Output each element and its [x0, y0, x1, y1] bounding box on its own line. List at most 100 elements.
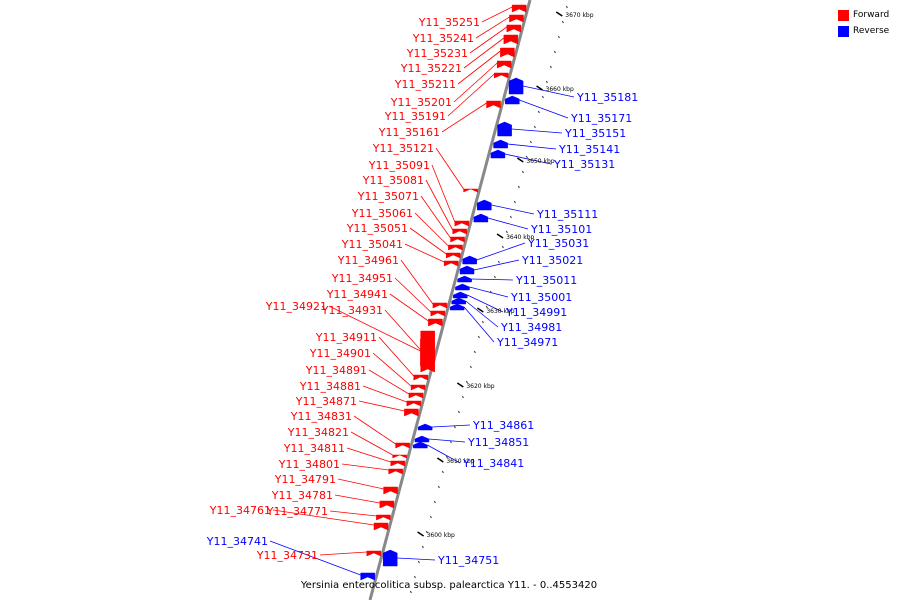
- reverse-gene-Y11_35151[interactable]: [497, 121, 512, 137]
- reverse-gene-label[interactable]: Y11_34971: [496, 336, 558, 349]
- forward-gene-label[interactable]: Y11_35051: [346, 222, 408, 235]
- reverse-gene-label[interactable]: Y11_35131: [553, 158, 615, 171]
- forward-gene-Y11_35201[interactable]: [496, 60, 512, 69]
- reverse-gene-Y11_34861[interactable]: [417, 423, 433, 431]
- forward-gene-Y11_34831[interactable]: [395, 442, 410, 449]
- forward-gene-label[interactable]: Y11_35231: [406, 47, 468, 60]
- forward-gene-label[interactable]: Y11_35211: [394, 78, 456, 91]
- reverse-gene-Y11_34991[interactable]: [453, 291, 468, 299]
- forward-gene-Y11_35091[interactable]: [454, 220, 470, 227]
- forward-gene-Y11_35161[interactable]: [486, 100, 501, 109]
- forward-gene-Y11_35231[interactable]: [506, 24, 522, 33]
- forward-gene-label[interactable]: Y11_34831: [290, 410, 352, 423]
- reverse-gene-label[interactable]: Y11_34751: [437, 554, 499, 567]
- reverse-gene-label[interactable]: Y11_34851: [467, 436, 529, 449]
- forward-gene-Y11_34941[interactable]: [428, 318, 443, 327]
- forward-gene-Y11_34731[interactable]: [366, 550, 382, 557]
- forward-gene-label[interactable]: Y11_35071: [357, 190, 419, 203]
- forward-gene-Y11_35251[interactable]: [511, 4, 527, 13]
- reverse-gene-label[interactable]: Y11_35011: [515, 274, 577, 287]
- reverse-gene-Y11_34751[interactable]: [382, 549, 398, 567]
- forward-gene-label[interactable]: Y11_34871: [295, 395, 357, 408]
- forward-gene-Y11_35241[interactable]: [509, 14, 524, 23]
- reverse-gene-Y11_35131[interactable]: [490, 149, 506, 159]
- forward-gene-label[interactable]: Y11_34951: [331, 272, 393, 285]
- forward-gene-Y11_35221[interactable]: [503, 34, 519, 45]
- forward-gene-label[interactable]: Y11_35041: [341, 238, 403, 251]
- reverse-gene-Y11_35181[interactable]: [508, 77, 524, 95]
- forward-gene-Y11_34801[interactable]: [388, 468, 403, 475]
- forward-gene-label[interactable]: Y11_35241: [412, 32, 474, 45]
- forward-gene-label[interactable]: Y11_35251: [418, 16, 480, 29]
- forward-gene-label[interactable]: Y11_34961: [337, 254, 399, 267]
- forward-gene-label[interactable]: Y11_35121: [372, 142, 434, 155]
- forward-gene-label[interactable]: Y11_35061: [351, 207, 413, 220]
- forward-gene-label[interactable]: Y11_35191: [384, 110, 446, 123]
- reverse-gene-label[interactable]: Y11_34841: [462, 457, 524, 470]
- forward-gene-label[interactable]: Y11_34901: [309, 347, 371, 360]
- reverse-gene-label[interactable]: Y11_34991: [505, 306, 567, 319]
- reverse-gene-label[interactable]: Y11_35141: [558, 143, 620, 156]
- reverse-gene-label[interactable]: Y11_35171: [570, 112, 632, 125]
- forward-gene-Y11_34811[interactable]: [390, 460, 406, 467]
- reverse-gene-Y11_35001[interactable]: [455, 283, 470, 291]
- reverse-gene-Y11_34971[interactable]: [449, 303, 465, 311]
- reverse-gene-Y11_35101[interactable]: [473, 213, 489, 223]
- reverse-gene-label[interactable]: Y11_35101: [530, 223, 592, 236]
- reverse-gene-label[interactable]: Y11_34741: [206, 535, 268, 548]
- forward-gene-label[interactable]: Y11_34761: [209, 504, 271, 517]
- reverse-gene-Y11_34981[interactable]: [451, 297, 466, 305]
- forward-gene-Y11_35121[interactable]: [463, 188, 478, 193]
- forward-gene-label[interactable]: Y11_34941: [326, 288, 388, 301]
- forward-gene-Y11_34821[interactable]: [392, 454, 407, 459]
- forward-gene-label[interactable]: Y11_34771: [266, 505, 328, 518]
- reverse-gene-Y11_34841[interactable]: [413, 441, 428, 449]
- reverse-gene-label[interactable]: Y11_35021: [521, 254, 583, 267]
- reverse-gene-Y11_35111[interactable]: [477, 199, 492, 211]
- reverse-gene-label[interactable]: Y11_35111: [536, 208, 598, 221]
- forward-gene-label[interactable]: Y11_34811: [283, 442, 345, 455]
- forward-gene-Y11_34791[interactable]: [383, 486, 398, 495]
- reverse-gene-label[interactable]: Y11_35001: [510, 291, 572, 304]
- forward-gene-Y11_34911[interactable]: [413, 374, 428, 381]
- forward-gene-Y11_34951[interactable]: [430, 310, 446, 317]
- forward-gene-Y11_34761[interactable]: [373, 522, 389, 531]
- forward-gene-label[interactable]: Y11_34911: [315, 331, 377, 344]
- forward-gene-Y11_35191[interactable]: [494, 72, 509, 79]
- forward-gene-label[interactable]: Y11_34891: [305, 364, 367, 377]
- forward-gene-label[interactable]: Y11_35161: [378, 126, 440, 139]
- forward-gene-label[interactable]: Y11_35081: [362, 174, 424, 187]
- reverse-gene-Y11_34851[interactable]: [414, 435, 430, 443]
- reverse-gene-Y11_35031[interactable]: [462, 255, 477, 265]
- forward-gene-Y11_34921[interactable]: [420, 338, 435, 367]
- reverse-gene-Y11_35021[interactable]: [459, 265, 475, 275]
- forward-gene-label[interactable]: Y11_34881: [299, 380, 361, 393]
- forward-gene-Y11_35081[interactable]: [452, 228, 467, 235]
- reverse-gene-Y11_35011[interactable]: [457, 275, 472, 283]
- forward-gene-label[interactable]: Y11_34781: [271, 489, 333, 502]
- forward-gene-Y11_35041[interactable]: [443, 260, 459, 267]
- forward-gene-label[interactable]: Y11_35221: [400, 62, 462, 75]
- forward-gene-label[interactable]: Y11_34821: [287, 426, 349, 439]
- reverse-gene-label[interactable]: Y11_35151: [564, 127, 626, 140]
- reverse-gene-Y11_35141[interactable]: [493, 139, 508, 149]
- forward-gene-label[interactable]: Y11_34931: [321, 304, 383, 317]
- forward-gene-label[interactable]: Y11_34921: [265, 300, 327, 313]
- reverse-gene-label[interactable]: Y11_35181: [576, 91, 638, 104]
- forward-gene-Y11_34881[interactable]: [406, 400, 422, 407]
- reverse-gene-Y11_34741[interactable]: [360, 572, 375, 581]
- forward-gene-label[interactable]: Y11_35091: [368, 159, 430, 172]
- forward-gene-Y11_34901[interactable]: [410, 384, 426, 391]
- forward-gene-Y11_35051[interactable]: [446, 252, 461, 259]
- forward-gene-Y11_35071[interactable]: [450, 236, 465, 243]
- forward-gene-label[interactable]: Y11_34731: [256, 549, 318, 562]
- forward-gene-Y11_35061[interactable]: [448, 244, 463, 251]
- reverse-gene-label[interactable]: Y11_35031: [527, 237, 589, 250]
- forward-gene-label[interactable]: Y11_35201: [390, 96, 452, 109]
- forward-gene-Y11_35211[interactable]: [500, 47, 515, 58]
- forward-gene-Y11_34961[interactable]: [432, 302, 448, 309]
- forward-gene-label[interactable]: Y11_34801: [278, 458, 340, 471]
- forward-gene-Y11_34891[interactable]: [408, 392, 424, 399]
- forward-gene-Y11_34871[interactable]: [404, 408, 419, 417]
- reverse-gene-label[interactable]: Y11_34981: [500, 321, 562, 334]
